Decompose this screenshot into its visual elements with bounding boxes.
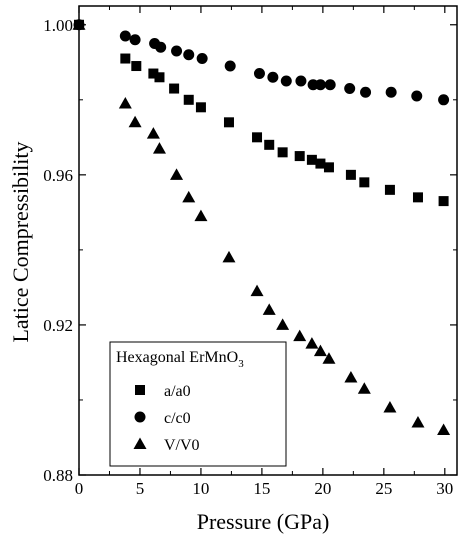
y-tick-label: 0.96 — [43, 166, 73, 185]
legend: Hexagonal ErMnO3 a/a0 c/c0 V/V0 — [109, 341, 287, 467]
data-point — [315, 158, 326, 169]
data-point — [169, 83, 180, 94]
y-tick-label: 0.88 — [43, 466, 73, 485]
data-marks — [72, 18, 451, 435]
data-point — [313, 344, 327, 357]
data-point — [314, 79, 326, 91]
data-point — [345, 169, 356, 180]
data-point — [222, 250, 236, 263]
data-point — [152, 142, 166, 154]
data-point — [383, 400, 397, 413]
data-point — [323, 162, 334, 173]
data-point — [148, 68, 159, 79]
y-axis-title: Latice Compressibility — [8, 141, 33, 342]
data-point — [154, 72, 165, 83]
data-point — [280, 75, 292, 87]
x-tick-label: 15 — [253, 479, 270, 498]
data-point — [412, 192, 423, 203]
x-tick-label: 25 — [375, 479, 392, 498]
data-point — [360, 86, 372, 98]
data-point — [250, 284, 264, 297]
data-point — [305, 337, 319, 349]
data-point — [293, 329, 307, 342]
legend-marker — [134, 411, 146, 423]
data-point — [72, 18, 86, 30]
data-point — [324, 79, 336, 91]
data-point — [223, 117, 234, 128]
x-tick-label: 0 — [75, 479, 84, 498]
data-point — [119, 30, 131, 42]
data-point — [262, 303, 276, 315]
data-point — [183, 49, 195, 61]
x-tick-label: 30 — [436, 479, 453, 498]
data-point — [118, 97, 132, 109]
y-tick-label: 1.00 — [43, 16, 73, 35]
data-point — [294, 151, 305, 162]
plot-frame — [78, 5, 458, 476]
x-tick-label: 10 — [192, 479, 209, 498]
data-point — [196, 53, 208, 65]
data-point — [120, 53, 131, 64]
data-point — [183, 94, 194, 105]
x-tick-label: 5 — [136, 479, 145, 498]
data-point — [344, 83, 356, 95]
data-point — [128, 115, 142, 128]
ticks: 0 5 10 15 20 25 30 0.88 0.92 0.96 1.00 — [43, 6, 457, 498]
data-point — [129, 34, 141, 46]
data-point — [411, 415, 425, 428]
data-point — [359, 177, 370, 188]
legend-marker — [133, 437, 147, 449]
legend-marker — [135, 385, 145, 395]
data-point — [357, 382, 371, 394]
data-point — [264, 139, 275, 150]
data-point — [170, 168, 184, 180]
data-point — [253, 68, 265, 80]
data-point — [224, 60, 236, 72]
data-point — [384, 184, 395, 195]
legend-label: a/a0 — [164, 383, 191, 400]
data-point — [438, 196, 449, 207]
data-point — [194, 209, 208, 222]
data-point — [182, 190, 196, 203]
legend-label: c/c0 — [164, 410, 191, 427]
data-point — [171, 45, 183, 57]
data-point — [306, 154, 317, 165]
data-point — [155, 41, 167, 53]
x-axis-title: Pressure (GPa) — [197, 509, 330, 534]
data-point — [385, 86, 397, 98]
data-point — [146, 127, 160, 139]
data-point — [131, 61, 142, 72]
series-c-c0 — [73, 19, 450, 106]
data-point — [267, 71, 279, 83]
x-tick-label: 20 — [314, 479, 331, 498]
series-v-v0 — [72, 18, 451, 435]
series-a-a0 — [74, 19, 449, 207]
data-point — [437, 423, 451, 435]
legend-box — [109, 341, 287, 467]
y-tick-label: 0.92 — [43, 316, 73, 335]
legend-title: Hexagonal ErMnO3 — [116, 349, 244, 370]
data-point — [438, 94, 450, 106]
data-point — [344, 370, 358, 383]
data-point — [411, 90, 423, 102]
axes — [78, 5, 458, 476]
data-point — [252, 132, 263, 143]
data-point — [195, 102, 206, 113]
data-point — [295, 75, 307, 87]
data-point — [322, 352, 336, 364]
legend-label: V/V0 — [164, 437, 200, 454]
data-point — [277, 147, 288, 158]
data-point — [276, 318, 290, 330]
